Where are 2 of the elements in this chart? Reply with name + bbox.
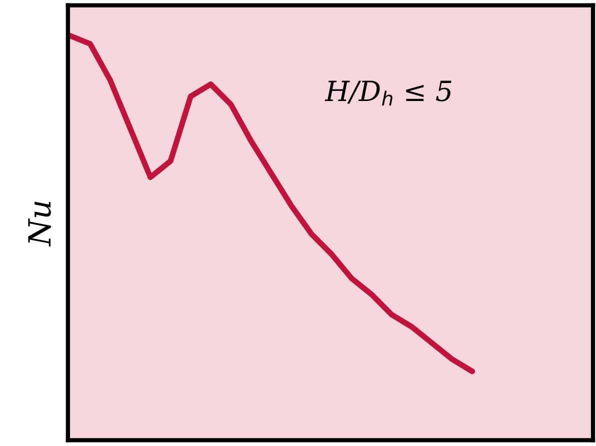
y-axis-title: Nu (28, 202, 51, 247)
annotation: H/D$_{h}$ ≤ 5 (324, 80, 452, 106)
